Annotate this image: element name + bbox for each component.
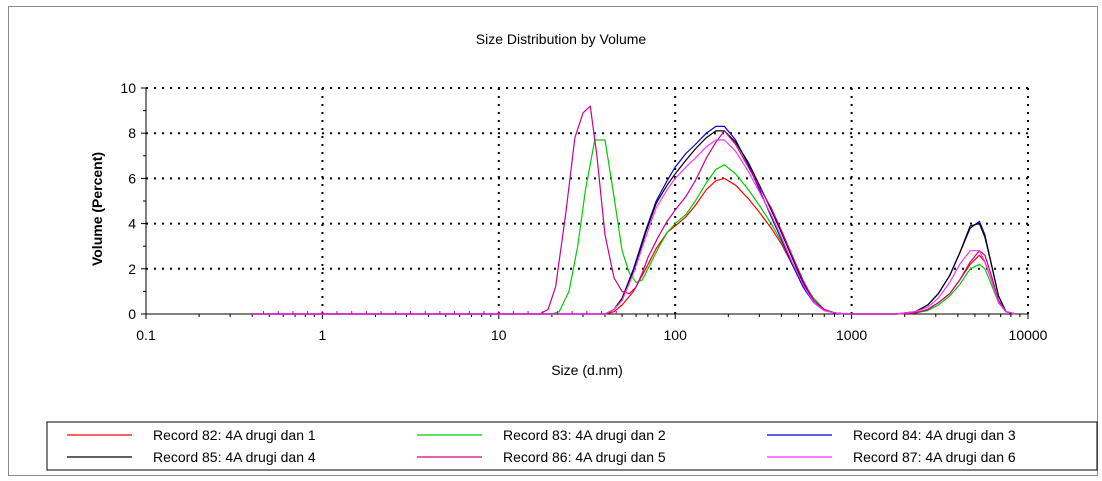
y-tick-label: 8 <box>128 125 136 141</box>
y-axis-label: Volume (Percent) <box>89 152 105 266</box>
series-line <box>252 125 1016 315</box>
legend-label: Record 87: 4A drugi dan 6 <box>853 449 1016 465</box>
tick-labels: 0 2 4 6 8 10 0.1 1 10 100 1000 10000 <box>120 80 1047 343</box>
legend-box <box>46 421 1098 471</box>
y-tick-label: 4 <box>128 216 136 232</box>
legend-label: Record 84: 4A drugi dan 3 <box>853 427 1016 443</box>
x-tick-label: 1000 <box>836 327 867 343</box>
axes <box>141 87 1029 319</box>
y-tick-label: 6 <box>128 170 136 186</box>
series-line <box>252 139 1016 315</box>
y-tick-label: 10 <box>120 80 136 96</box>
x-tick-label: 10 <box>491 327 507 343</box>
y-tick-label: 0 <box>128 306 136 322</box>
legend-label: Record 85: 4A drugi dan 4 <box>153 449 316 465</box>
grid-lines <box>146 87 1029 314</box>
x-tick-label: 100 <box>664 327 688 343</box>
series-line <box>252 177 1016 315</box>
chart-panel: Size Distribution by Volume 0 2 4 6 8 10 0.1 1 1… <box>8 6 1098 476</box>
series-lines <box>252 105 1016 315</box>
x-axis-label: Size (d.nm) <box>551 362 623 378</box>
legend-label: Record 86: 4A drugi dan 5 <box>503 449 666 465</box>
x-tick-label: 10000 <box>1009 327 1048 343</box>
x-tick-label: 0.1 <box>136 327 156 343</box>
series-line <box>252 130 1016 315</box>
y-tick-label: 2 <box>128 261 136 277</box>
chart-svg: Size Distribution by Volume 0 2 4 6 8 10 0.1 1 1… <box>46 31 1098 471</box>
legend-label: Record 82: 4A drugi dan 1 <box>153 427 316 443</box>
series-line <box>252 139 1016 315</box>
chart-title: Size Distribution by Volume <box>476 31 647 47</box>
legend-label: Record 83: 4A drugi dan 2 <box>503 427 666 443</box>
legend: Record 82: 4A drugi dan 1 Record 83: 4A d… <box>46 421 1098 471</box>
series-line <box>252 105 1016 315</box>
x-tick-label: 1 <box>319 327 327 343</box>
